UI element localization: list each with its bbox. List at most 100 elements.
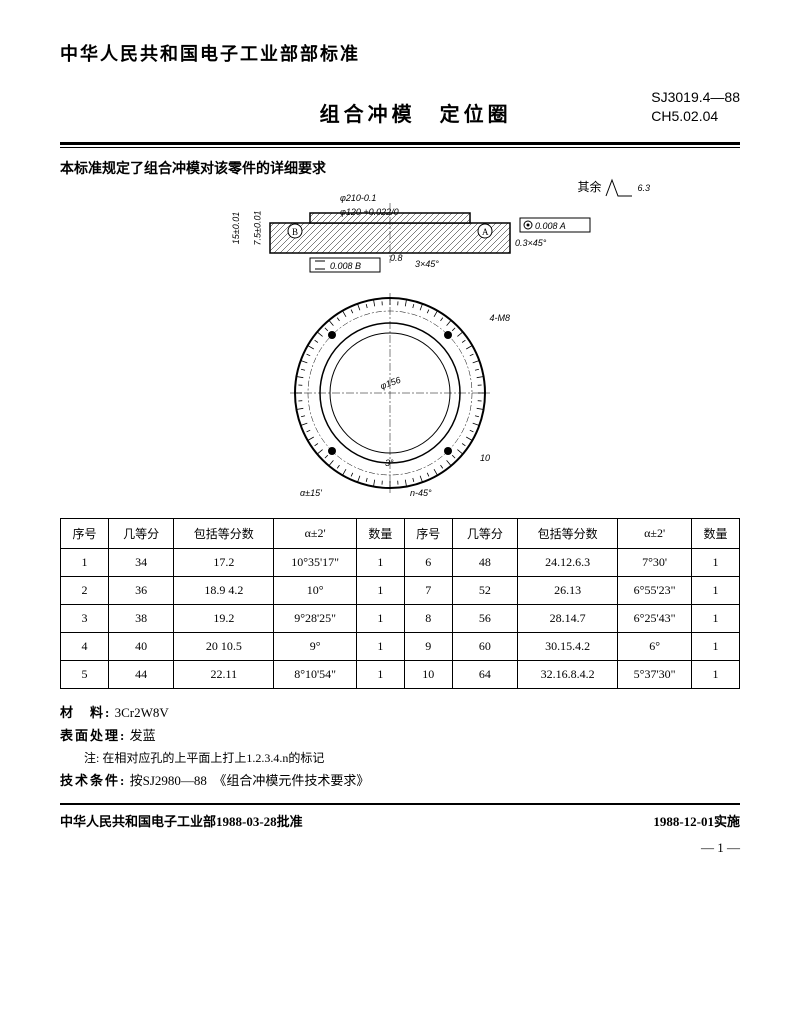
svg-text:B: B — [292, 227, 298, 237]
table-cell: 6°25'43" — [618, 605, 692, 633]
table-header: 序号 — [61, 519, 109, 549]
table-cell: 1 — [356, 605, 404, 633]
table-cell: 34 — [108, 549, 173, 577]
parallel-tol: 0.008 B — [330, 261, 361, 271]
table-cell: 9° — [274, 633, 357, 661]
notch-spec: n-45° — [410, 488, 432, 498]
table-cell: 10° — [274, 577, 357, 605]
table-cell: 9°28'25" — [274, 605, 357, 633]
table-cell: 1 — [692, 549, 740, 577]
table-cell: 30.15.4.2 — [518, 633, 618, 661]
surface-finish-note: 其余 6.3 — [577, 178, 650, 198]
intro-text: 本标准规定了组合冲模对该零件的详细要求 — [60, 158, 740, 178]
table-header: 几等分 — [452, 519, 517, 549]
engineering-drawing: 其余 6.3 B A φ210-0.1 φ120 +0.022/0 15±0.0… — [60, 193, 740, 503]
table-cell: 40 — [108, 633, 173, 661]
org-title: 中华人民共和国电子工业部部标准 — [60, 40, 740, 66]
radius: 0.8 — [390, 253, 403, 263]
table-cell: 60 — [452, 633, 517, 661]
table-cell: 56 — [452, 605, 517, 633]
outer-diameter: φ210-0.1 — [340, 193, 376, 203]
table-cell: 36 — [108, 577, 173, 605]
height-2: 7.5±0.01 — [252, 211, 262, 246]
table-cell: 1 — [692, 605, 740, 633]
table-cell: 7°30' — [618, 549, 692, 577]
height-1: 15±0.01 — [231, 212, 241, 244]
table-cell: 24.12.6.3 — [518, 549, 618, 577]
table-cell: 1 — [356, 549, 404, 577]
table-cell: 1 — [692, 577, 740, 605]
table-header: 包括等分数 — [174, 519, 274, 549]
table-header: 包括等分数 — [518, 519, 618, 549]
table-cell: 22.11 — [174, 661, 274, 689]
specifications: 材 料: 3Cr2W8V 表面处理: 发蓝 注: 在相对应孔的上平面上打上1.2… — [60, 701, 740, 793]
table-cell: 48 — [452, 549, 517, 577]
table-cell: 5 — [61, 661, 109, 689]
table-cell: 2 — [61, 577, 109, 605]
table-cell: 1 — [61, 549, 109, 577]
table-header: 几等分 — [108, 519, 173, 549]
inner-angle: 3° — [385, 458, 394, 468]
table-cell: 26.13 — [518, 577, 618, 605]
table-cell: 19.2 — [174, 605, 274, 633]
table-cell: 1 — [692, 661, 740, 689]
table-cell: 44 — [108, 661, 173, 689]
table-row: 23618.9 4.210°175226.136°55'23"1 — [61, 577, 740, 605]
table-cell: 10 — [404, 661, 452, 689]
table-cell: 64 — [452, 661, 517, 689]
bolt-spec: 4-M8 — [489, 313, 510, 323]
footer-rule — [60, 803, 740, 805]
table-cell: 32.16.8.4.2 — [518, 661, 618, 689]
rule-thin — [60, 147, 740, 148]
note-value: 在相对应孔的上平面上打上1.2.3.4.n的标记 — [102, 751, 324, 765]
document-title: 组合冲模 定位圈 — [320, 98, 512, 127]
material-value: 3Cr2W8V — [115, 705, 169, 720]
table-row: 13417.210°35'17"164824.12.6.37°30'1 — [61, 549, 740, 577]
pitch: 10 — [480, 453, 490, 463]
table-cell: 52 — [452, 577, 517, 605]
table-cell: 7 — [404, 577, 452, 605]
table-row: 54422.118°10'54" 1 106432.16.8.4.25°37'30"… — [61, 661, 740, 689]
table-row: 33819.29°28'25"185628.14.76°25'43"1 — [61, 605, 740, 633]
table-cell: 8°10'54" — [274, 661, 357, 689]
rule-thick — [60, 142, 740, 145]
table-cell: 1 — [356, 577, 404, 605]
table-cell: 1 — [356, 633, 404, 661]
table-cell: 3 — [61, 605, 109, 633]
table-header: α±2' — [618, 519, 692, 549]
table-header: α±2' — [274, 519, 357, 549]
table-cell: 1 — [692, 633, 740, 661]
top-view: 4-M8 φ156 α±15' n-45° 10 3° — [270, 283, 530, 503]
table-cell: 18.9 4.2 — [174, 577, 274, 605]
table-header: 数量 — [356, 519, 404, 549]
classification-code: CH5.02.04 — [651, 108, 740, 124]
table-cell: 17.2 — [174, 549, 274, 577]
page-number: — 1 — — [60, 840, 740, 856]
surface-treatment-value: 发蓝 — [130, 728, 156, 743]
surface-treatment-label: 表面处理: — [60, 728, 126, 743]
table-cell: 5°37'30" — [618, 661, 692, 689]
table-cell: 10°35'17" — [274, 549, 357, 577]
chamfer-1: 0.3×45° — [515, 238, 546, 248]
table-cell: 9 — [404, 633, 452, 661]
flatness-tol: 0.008 A — [535, 221, 566, 231]
tech-req-label: 技术条件: — [60, 773, 126, 788]
chamfer-2: 3×45° — [415, 259, 439, 269]
standard-code: SJ3019.4—88 — [651, 89, 740, 105]
table-cell: 38 — [108, 605, 173, 633]
table-header: 序号 — [404, 519, 452, 549]
table-cell: 28.14.7 — [518, 605, 618, 633]
table-row: 44020 10.59°196030.15.4.26°1 — [61, 633, 740, 661]
table-header: 数量 — [692, 519, 740, 549]
cross-section-view: 其余 6.3 B A φ210-0.1 φ120 +0.022/0 15±0.0… — [190, 193, 610, 273]
table-cell: 6°55'23" — [618, 577, 692, 605]
material-label: 材 料: — [60, 705, 111, 720]
table-cell: 20 10.5 — [174, 633, 274, 661]
angle-tol: α±15' — [300, 488, 322, 498]
table-cell: 8 — [404, 605, 452, 633]
data-table: 序号几等分包括等分数α±2'数量序号几等分包括等分数α±2'数量 13417.2… — [60, 518, 740, 689]
svg-text:A: A — [482, 227, 489, 237]
note-label: 注: — [84, 751, 99, 765]
effective-date: 1988-12-01实施 — [653, 811, 740, 830]
approval-text: 中华人民共和国电子工业部1988-03-28批准 — [60, 811, 303, 830]
